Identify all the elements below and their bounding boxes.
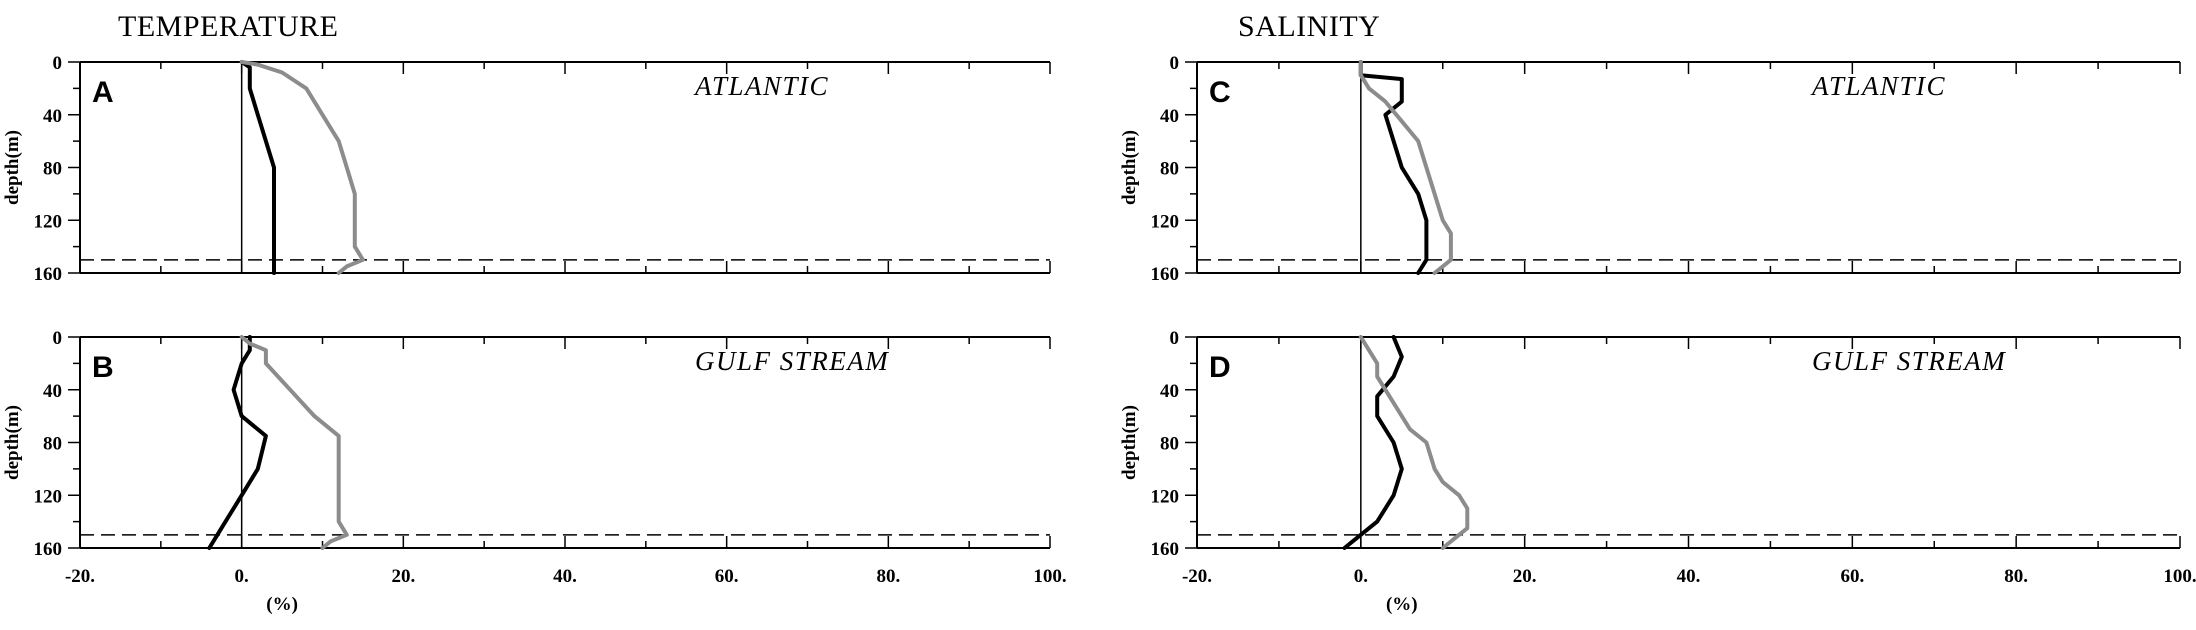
series-line-1 (207, 335, 268, 550)
series-line-2 (239, 60, 365, 275)
x-tick-label: 80. (876, 566, 900, 587)
x-tick-label: -20. (65, 566, 95, 587)
column-title-temperature: TEMPERATURE (118, 10, 339, 43)
y-tick-label: 80 (43, 159, 62, 180)
y-axis-label: depth(m) (2, 130, 23, 205)
x-tick-label: 0. (235, 566, 249, 587)
panel-c: 0 40 80 120 160 depth(m) C ATLANTIC (1119, 53, 2181, 285)
y-axis-label: depth(m) (1119, 405, 1140, 480)
y-tick-label: 80 (1160, 434, 1179, 455)
y-axis-label: depth(m) (2, 405, 23, 480)
y-tick-label: 80 (43, 434, 62, 455)
x-tick-label: 60. (1840, 566, 1864, 587)
panel-letter: D (1209, 351, 1231, 384)
y-tick-label: 120 (34, 486, 63, 507)
x-tick-label: 100. (2163, 566, 2196, 587)
y-tick-label: 0 (53, 328, 63, 349)
y-tick-label: 160 (34, 539, 63, 560)
region-label: ATLANTIC (1810, 71, 1946, 101)
x-tick-label: -20. (1182, 566, 1212, 587)
column-title-salinity: SALINITY (1238, 10, 1380, 43)
y-tick-label: 0 (1170, 328, 1180, 349)
y-axis-label: depth(m) (1119, 130, 1140, 205)
region-label: GULF STREAM (1812, 346, 2006, 376)
y-tick-label: 160 (34, 264, 63, 285)
series-line-2 (239, 335, 349, 550)
y-tick-label: 40 (43, 106, 62, 127)
x-axis-label: (%) (1386, 594, 1418, 615)
x-tick-label: 60. (715, 566, 739, 587)
series-line-1 (239, 60, 276, 275)
x-tick-label: 40. (553, 566, 577, 587)
y-tick-label: 160 (1151, 264, 1180, 285)
y-tick-label: 40 (43, 381, 62, 402)
region-label: ATLANTIC (693, 71, 829, 101)
y-tick-label: 120 (34, 211, 63, 232)
series-line-2 (1358, 335, 1470, 550)
panel-d: 0 40 80 120 160 depth(m) D GULF STREAM -20. 0. 20.… (1119, 328, 2196, 615)
x-axis-label: (%) (266, 594, 298, 615)
region-label: GULF STREAM (695, 346, 889, 376)
x-tick-label: 0. (1354, 566, 1368, 587)
x-tick-label: 20. (391, 566, 415, 587)
y-tick-label: 40 (1160, 381, 1179, 402)
x-tick-label: 100. (1033, 566, 1066, 587)
y-tick-label: 0 (1170, 53, 1180, 74)
panels-group: 0 40 80 120 160 depth(m) A ATLANTIC 0 40 80 120 160 d… (2, 53, 2196, 615)
x-tick-label: 40. (1677, 566, 1701, 587)
y-tick-label: 40 (1160, 106, 1179, 127)
panel-a: 0 40 80 120 160 depth(m) A ATLANTIC (2, 53, 1051, 285)
series-line-1 (1342, 335, 1404, 550)
panel-letter: B (92, 351, 114, 384)
y-tick-label: 80 (1160, 159, 1179, 180)
x-tick-label: 80. (2004, 566, 2028, 587)
y-tick-label: 160 (1151, 539, 1180, 560)
x-tick-label: 20. (1513, 566, 1537, 587)
series-line-1 (1358, 60, 1429, 275)
y-tick-label: 120 (1151, 211, 1180, 232)
y-tick-label: 0 (53, 53, 63, 74)
panel-b: 0 40 80 120 160 depth(m) B GULF STREAM -20. 0. 20.… (2, 328, 1067, 615)
series-line-2 (1358, 60, 1453, 275)
panel-letter: C (1209, 76, 1231, 109)
y-tick-label: 120 (1151, 486, 1180, 507)
panel-letter: A (92, 76, 114, 109)
